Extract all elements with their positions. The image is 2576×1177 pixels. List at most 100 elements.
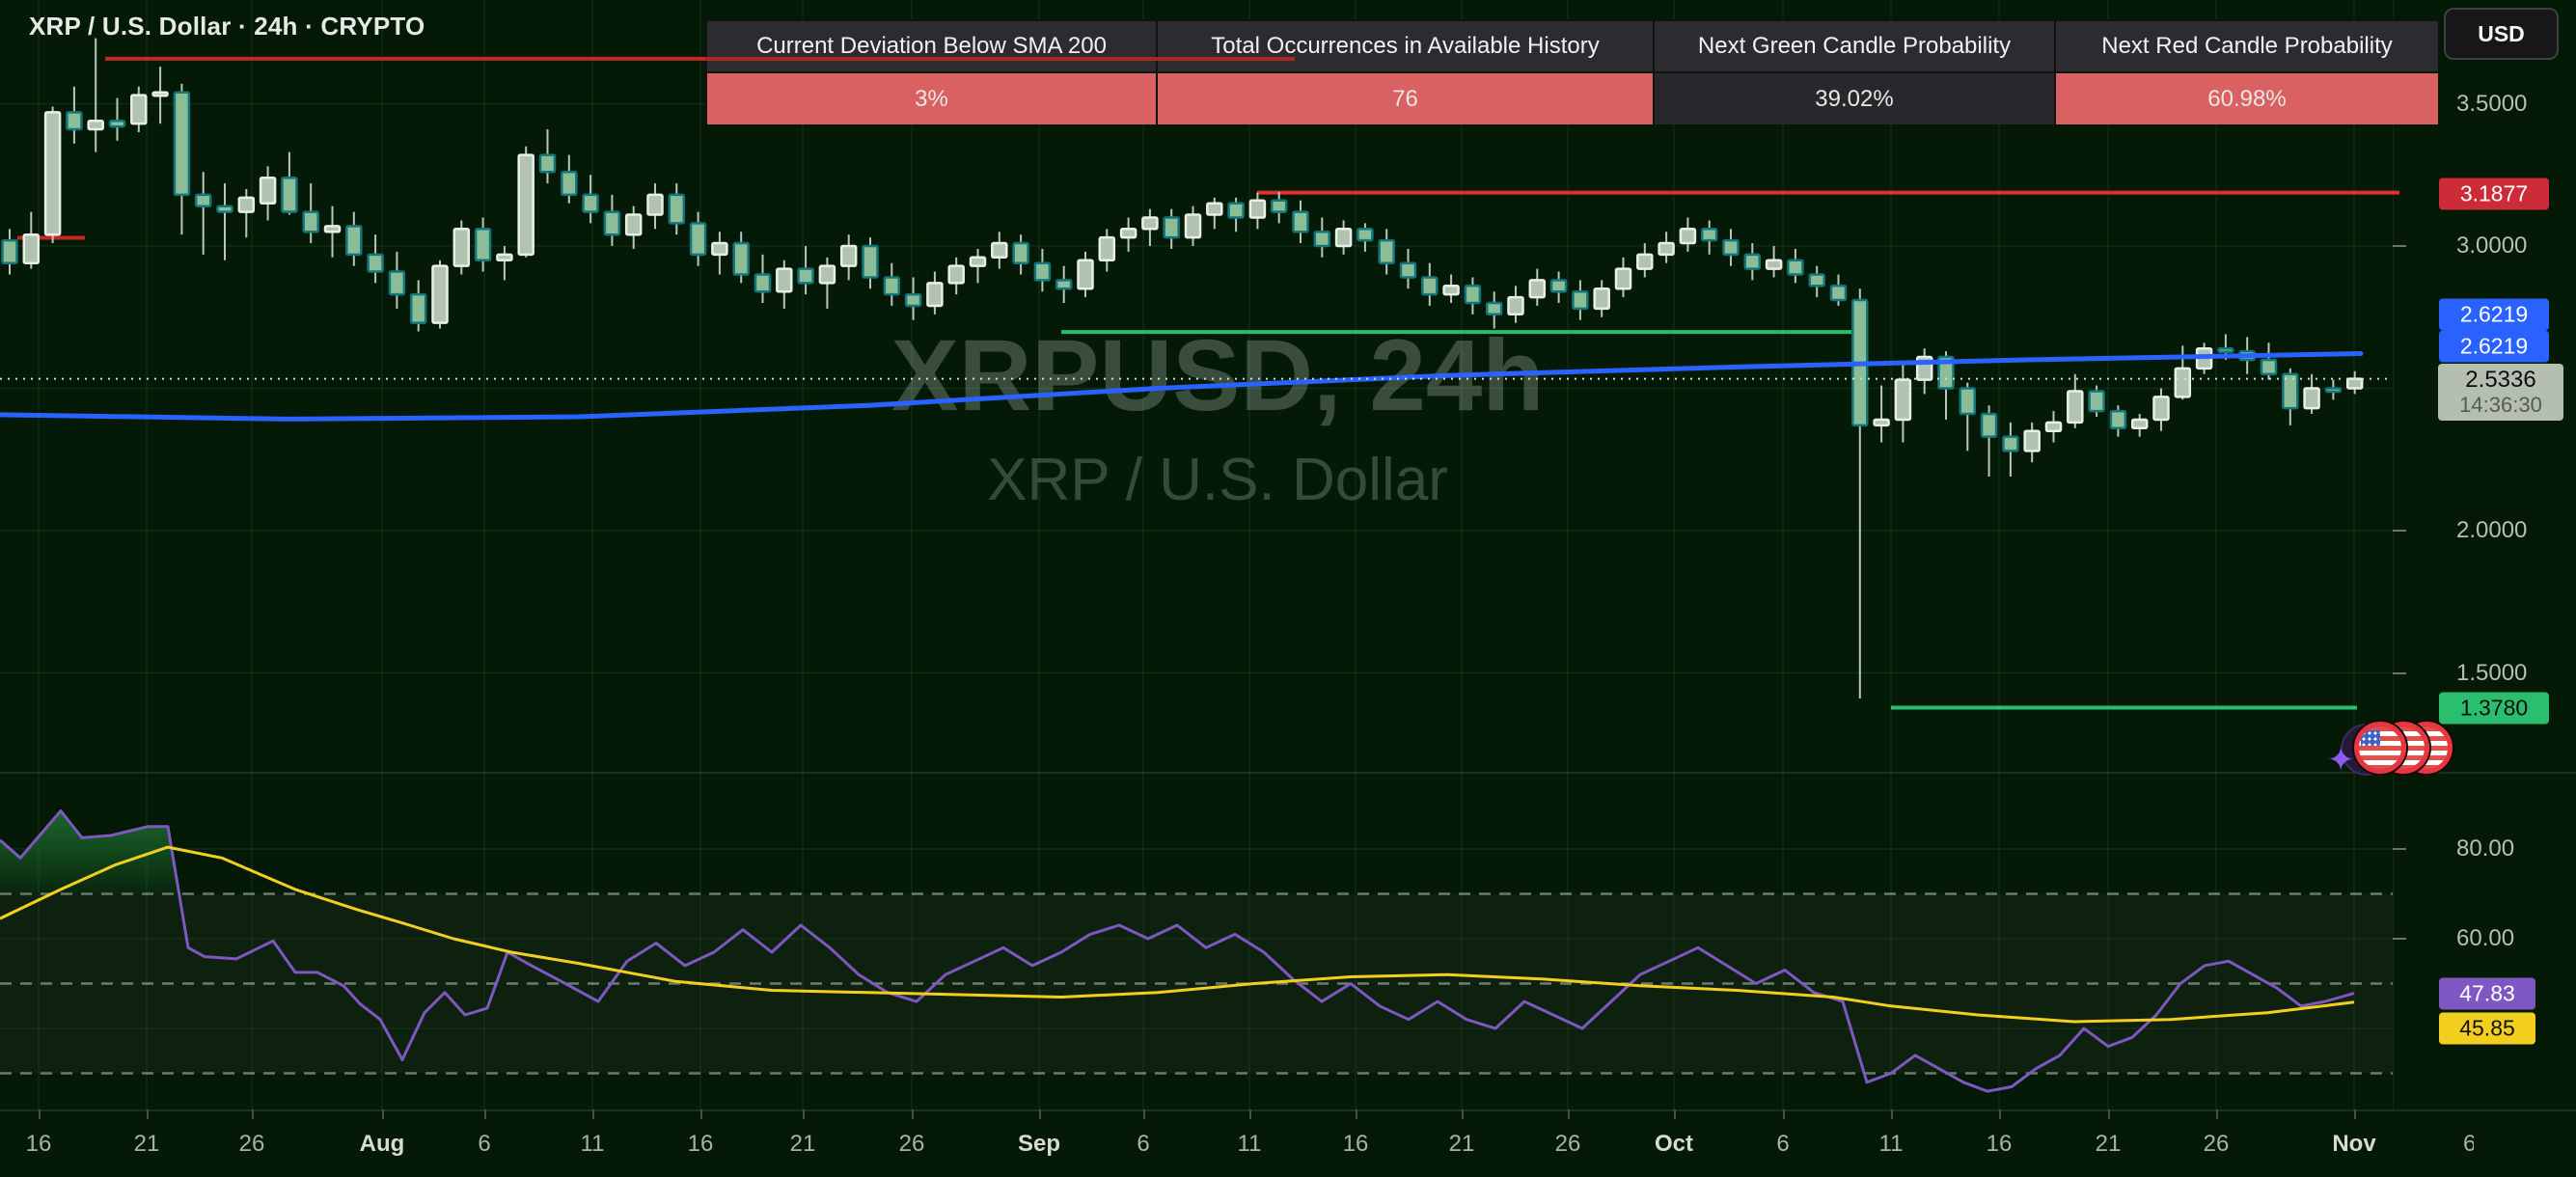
price-axis-label: 3.5000 — [2456, 90, 2528, 117]
candle-body — [1399, 261, 1417, 279]
time-axis-tick — [2354, 1109, 2356, 1119]
time-axis-label[interactable]: 26 — [2203, 1131, 2230, 1157]
candle-body — [1033, 261, 1052, 282]
symbol-title[interactable]: XRP / U.S. Dollar · 24h · CRYPTO — [29, 12, 425, 41]
time-axis-label[interactable]: Sep — [1017, 1131, 1061, 1157]
candle-body — [1980, 412, 1998, 438]
time-axis-label[interactable]: 11 — [1878, 1131, 1904, 1157]
candle-body — [1614, 267, 1632, 290]
rsi-value-badge[interactable]: 47.83 — [2439, 977, 2535, 1010]
time-axis-label[interactable]: 6 — [1137, 1131, 1150, 1157]
price-badge[interactable]: 1.3780 — [2439, 692, 2549, 725]
candle-body — [1292, 210, 1309, 233]
candle-body — [2109, 409, 2127, 430]
candle-body — [1658, 241, 1675, 257]
candle-body — [1357, 228, 1374, 242]
price-badge[interactable]: 3.1877 — [2439, 178, 2549, 210]
candle-body — [1959, 387, 1977, 416]
candle-body — [1163, 216, 1180, 239]
price-axis-label: 3.0000 — [2456, 233, 2528, 259]
time-axis-label[interactable]: 16 — [1342, 1131, 1369, 1157]
time-axis-tick — [1462, 1109, 1464, 1119]
time-axis-tick — [912, 1109, 914, 1119]
rsi-axis-tick — [2393, 848, 2406, 850]
candle-body — [2044, 421, 2063, 432]
candle-body — [1270, 199, 1288, 213]
candle-body — [582, 193, 599, 213]
candle-body — [1077, 259, 1094, 290]
candle-body — [1098, 235, 1116, 261]
time-axis-tick — [592, 1109, 594, 1119]
time-axis-label[interactable]: 11 — [580, 1131, 605, 1157]
currency-toggle-button[interactable]: USD — [2444, 8, 2559, 60]
candle-body — [130, 94, 148, 125]
pane-separator[interactable] — [0, 772, 2576, 774]
candle-body — [754, 273, 772, 293]
candle-body — [22, 233, 41, 264]
candle-countdown: 14:36:30 — [2459, 392, 2542, 417]
stats-value-occurrences: 76 — [1158, 73, 1653, 124]
price-badge[interactable]: 2.6219 — [2439, 298, 2549, 331]
us-flag-icon[interactable] — [2354, 722, 2406, 774]
time-axis-label[interactable]: 21 — [133, 1131, 160, 1157]
time-axis-label[interactable]: 26 — [238, 1131, 265, 1157]
time-axis-label[interactable]: 26 — [1554, 1131, 1581, 1157]
candle-body — [281, 176, 298, 213]
current-price-badge[interactable]: 2.5336 14:36:30 — [2438, 364, 2563, 421]
time-axis-tick — [252, 1109, 254, 1119]
candle-body — [1829, 285, 1848, 302]
time-axis-label[interactable]: 11 — [1237, 1131, 1262, 1157]
rsi-value-badge[interactable]: 45.85 — [2439, 1012, 2535, 1045]
candle-body — [1442, 285, 1460, 296]
time-axis-label[interactable]: 6 — [1776, 1131, 1790, 1157]
time-axis-label[interactable]: 6 — [478, 1131, 491, 1157]
time-axis-tick — [1039, 1109, 1041, 1119]
probability-stats-table: Current Deviation Below SMA 200 Total Oc… — [705, 19, 2438, 124]
time-axis-label[interactable]: Oct — [1654, 1131, 1694, 1157]
candle-body — [1227, 202, 1245, 219]
candle-body — [839, 244, 858, 267]
candle-body — [969, 256, 987, 267]
candle-body — [624, 213, 643, 236]
time-axis-label[interactable]: 16 — [687, 1131, 714, 1157]
stats-header-occurrences: Total Occurrences in Available History — [1158, 21, 1653, 71]
candle-body — [1894, 378, 1912, 422]
time-axis-label[interactable]: 16 — [25, 1131, 52, 1157]
candle-body — [904, 292, 922, 308]
candle-body — [646, 193, 664, 216]
candle-body — [2152, 396, 2170, 422]
candle-body — [732, 241, 750, 276]
time-axis-label[interactable]: 16 — [1986, 1131, 2013, 1157]
time-axis-label[interactable]: Aug — [359, 1131, 405, 1157]
candle-body — [43, 111, 62, 236]
time-axis-tick — [1568, 1109, 1570, 1119]
time-axis-label[interactable]: 26 — [898, 1131, 925, 1157]
economic-events-cluster[interactable]: ✦ — [2319, 720, 2453, 779]
candle-body — [926, 282, 944, 308]
stats-value-green-prob: 39.02% — [1655, 73, 2054, 124]
candle-body — [302, 210, 319, 233]
candle-body — [2217, 346, 2234, 353]
time-axis-label[interactable]: 6 — [2463, 1131, 2474, 1157]
time-axis-label[interactable]: Nov — [2332, 1131, 2376, 1157]
time-axis-label[interactable]: 21 — [1448, 1131, 1475, 1157]
candle-body — [1528, 279, 1547, 299]
candle-body — [2282, 372, 2299, 410]
price-badge[interactable]: 2.6219 — [2439, 330, 2549, 363]
candle-body — [1743, 253, 1762, 270]
candle-body — [2130, 418, 2149, 430]
time-axis-label[interactable]: 21 — [2095, 1131, 2122, 1157]
time-axis-tick — [1674, 1109, 1676, 1119]
stats-value-deviation: 3% — [707, 73, 1156, 124]
time-axis-tick — [2216, 1109, 2218, 1119]
time-axis-tick — [39, 1109, 41, 1119]
time-axis-label[interactable]: 21 — [789, 1131, 816, 1157]
horizontal-ray-over-table — [705, 57, 1295, 61]
candle-body — [1141, 216, 1159, 231]
candle-body — [237, 196, 256, 213]
price-axis-label: 2.0000 — [2456, 517, 2528, 543]
candle-body — [1700, 228, 1718, 242]
price-axis-tick — [2393, 530, 2406, 532]
